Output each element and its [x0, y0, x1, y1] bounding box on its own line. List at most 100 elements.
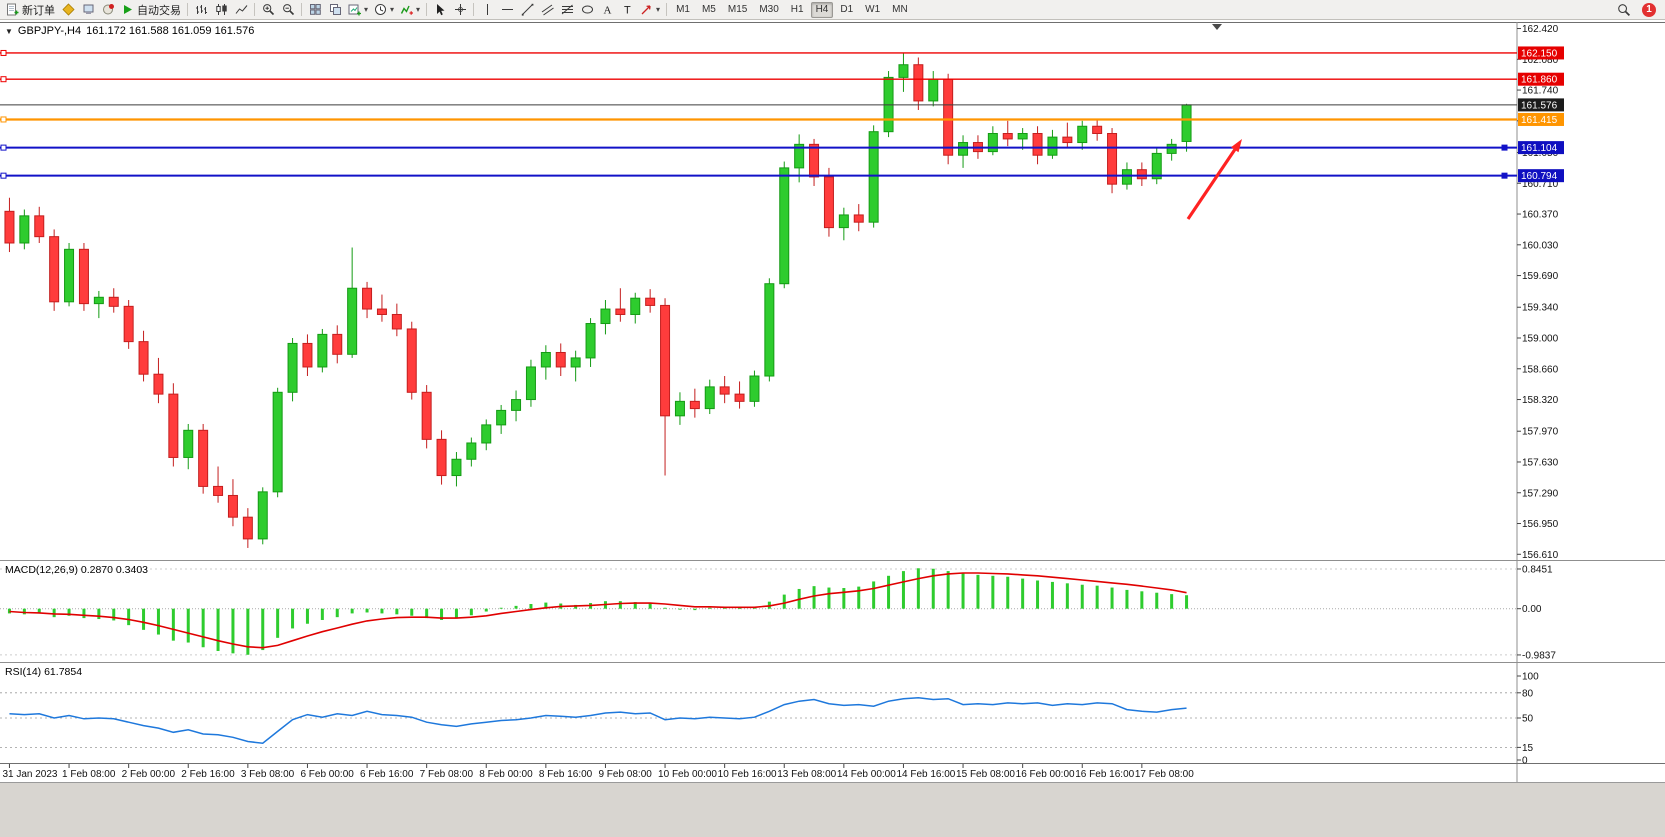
macd-histogram-bar	[827, 587, 831, 609]
horizontal-line-tool-button[interactable]	[497, 1, 517, 19]
timeframe-button-h1[interactable]: H1	[786, 2, 809, 18]
macd-histogram-bar	[469, 608, 473, 616]
candle-body	[525, 366, 536, 401]
trendline-tool-button[interactable]	[517, 1, 537, 19]
timeframe-button-m5[interactable]: M5	[697, 2, 721, 18]
metaeditor-icon	[61, 3, 75, 16]
timeframe-button-m15[interactable]: M15	[723, 2, 752, 18]
timeframe-button-m30[interactable]: M30	[754, 2, 783, 18]
vertical-line-tool-button[interactable]	[477, 1, 497, 19]
timeframe-button-m1[interactable]: M1	[671, 2, 695, 18]
candle-body	[466, 442, 477, 460]
candle-body	[406, 328, 417, 393]
candle-body	[213, 485, 224, 496]
toolbar-separator	[187, 3, 188, 16]
hline-anchor-right[interactable]	[1501, 172, 1508, 179]
collapse-triangle-icon[interactable]: ▼	[5, 26, 13, 36]
timeframe-button-w1[interactable]: W1	[860, 2, 885, 18]
hline-anchor-left[interactable]	[0, 172, 7, 179]
hline-anchor-right[interactable]	[1501, 144, 1508, 151]
candle-body	[1077, 125, 1088, 144]
cursor-button[interactable]	[430, 1, 450, 19]
arrow-annotation-line[interactable]	[1186, 146, 1238, 220]
candle-body	[1092, 125, 1103, 134]
notification-badge[interactable]: 1	[1642, 2, 1656, 17]
candle-body	[1166, 143, 1177, 154]
chart-objects-layer[interactable]	[0, 24, 1517, 220]
hline-anchor-left[interactable]	[0, 144, 7, 151]
new-chart-button[interactable]: ▾	[345, 1, 371, 19]
cascade-windows-button[interactable]	[325, 1, 345, 19]
macd-panel[interactable]	[0, 568, 1517, 656]
arrows-tool-button[interactable]: ▾	[637, 1, 663, 19]
time-axis-label: 8 Feb 16:00	[539, 769, 593, 780]
candlestick-chart-button[interactable]	[211, 1, 231, 19]
zoom-in-icon	[262, 4, 274, 16]
new-order-button[interactable]: 新订单	[3, 1, 58, 19]
candle-body	[1107, 132, 1118, 185]
line-chart-button[interactable]	[231, 1, 251, 19]
time-axis-label: 14 Feb 16:00	[896, 769, 955, 780]
autotrading-button[interactable]: 自动交易	[118, 1, 184, 19]
timeframe-button-mn[interactable]: MN	[887, 2, 913, 18]
toolbar-separator	[254, 3, 255, 16]
search-icon	[1618, 3, 1630, 16]
zoom-in-button[interactable]	[258, 1, 278, 19]
time-axis-label: 7 Feb 08:00	[420, 769, 474, 780]
community-button[interactable]	[98, 1, 118, 19]
price-axis[interactable]: 162.420162.080161.740161.400161.050160.7…	[1517, 24, 1564, 767]
periods-button[interactable]: ▾	[371, 1, 397, 19]
candle-body	[749, 375, 760, 402]
candle-body	[138, 341, 149, 375]
search-button[interactable]	[1614, 1, 1634, 19]
line-chart-icon	[235, 5, 247, 14]
main-price-panel[interactable]	[4, 52, 1192, 548]
price-tag-label: 161.576	[1521, 100, 1558, 111]
candle-body	[734, 393, 745, 402]
bar-chart-button[interactable]	[191, 1, 211, 19]
chart-shift-marker[interactable]	[1212, 24, 1222, 30]
macd-histogram-bar	[52, 608, 56, 618]
candle-body	[1002, 132, 1013, 140]
hline-anchor-left[interactable]	[0, 116, 7, 123]
time-axis-label: 9 Feb 08:00	[598, 769, 652, 780]
candle-body	[257, 491, 268, 540]
metaeditor-button[interactable]	[58, 1, 78, 19]
toolbar-separator	[473, 3, 475, 16]
macd-histogram-bar	[171, 608, 175, 641]
hline-anchor-left[interactable]	[0, 49, 7, 56]
price-axis-label: 157.970	[1522, 427, 1559, 438]
crosshair-button[interactable]	[450, 1, 470, 19]
label-tool-button[interactable]: T	[617, 1, 637, 19]
candle-body	[451, 458, 462, 477]
tile-windows-button[interactable]	[305, 1, 325, 19]
text-tool-button[interactable]: A	[597, 1, 617, 19]
vertical-line-icon	[486, 4, 488, 15]
indicators-button[interactable]: ▾	[397, 1, 423, 19]
zoom-out-button[interactable]	[278, 1, 298, 19]
arrow-annotation-head[interactable]	[1231, 139, 1242, 153]
candle-body	[600, 308, 611, 325]
timeframe-button-d1[interactable]: D1	[835, 2, 858, 18]
time-axis[interactable]: 31 Jan 2023 1 Feb 08:00 2 Feb 00:00 2 Feb 1…	[2, 764, 1194, 780]
macd-histogram-bar	[425, 608, 429, 619]
time-axis-label: 16 Feb 00:00	[1016, 769, 1075, 780]
autotrading-label: 自动交易	[137, 4, 181, 17]
profile-button[interactable]	[78, 1, 98, 19]
macd-histogram-bar	[291, 608, 295, 629]
dropdown-caret: ▾	[416, 4, 421, 14]
shapes-tool-button[interactable]	[577, 1, 597, 19]
chart-ohlc-values: 161.172 161.588 161.059 161.576	[86, 25, 255, 37]
channel-tool-button[interactable]	[537, 1, 557, 19]
fibonacci-tool-button[interactable]	[557, 1, 577, 19]
hline-anchor-left[interactable]	[0, 76, 7, 83]
rsi-panel[interactable]	[0, 692, 1517, 748]
price-axis-label: 157.630	[1522, 457, 1559, 468]
macd-histogram-bar	[454, 608, 458, 619]
trendline-icon	[521, 3, 533, 16]
macd-histogram-bar	[216, 608, 220, 651]
price-tag-label: 161.860	[1521, 75, 1558, 86]
macd-histogram-bar	[305, 608, 309, 624]
timeframe-button-h4[interactable]: H4	[810, 1, 834, 18]
